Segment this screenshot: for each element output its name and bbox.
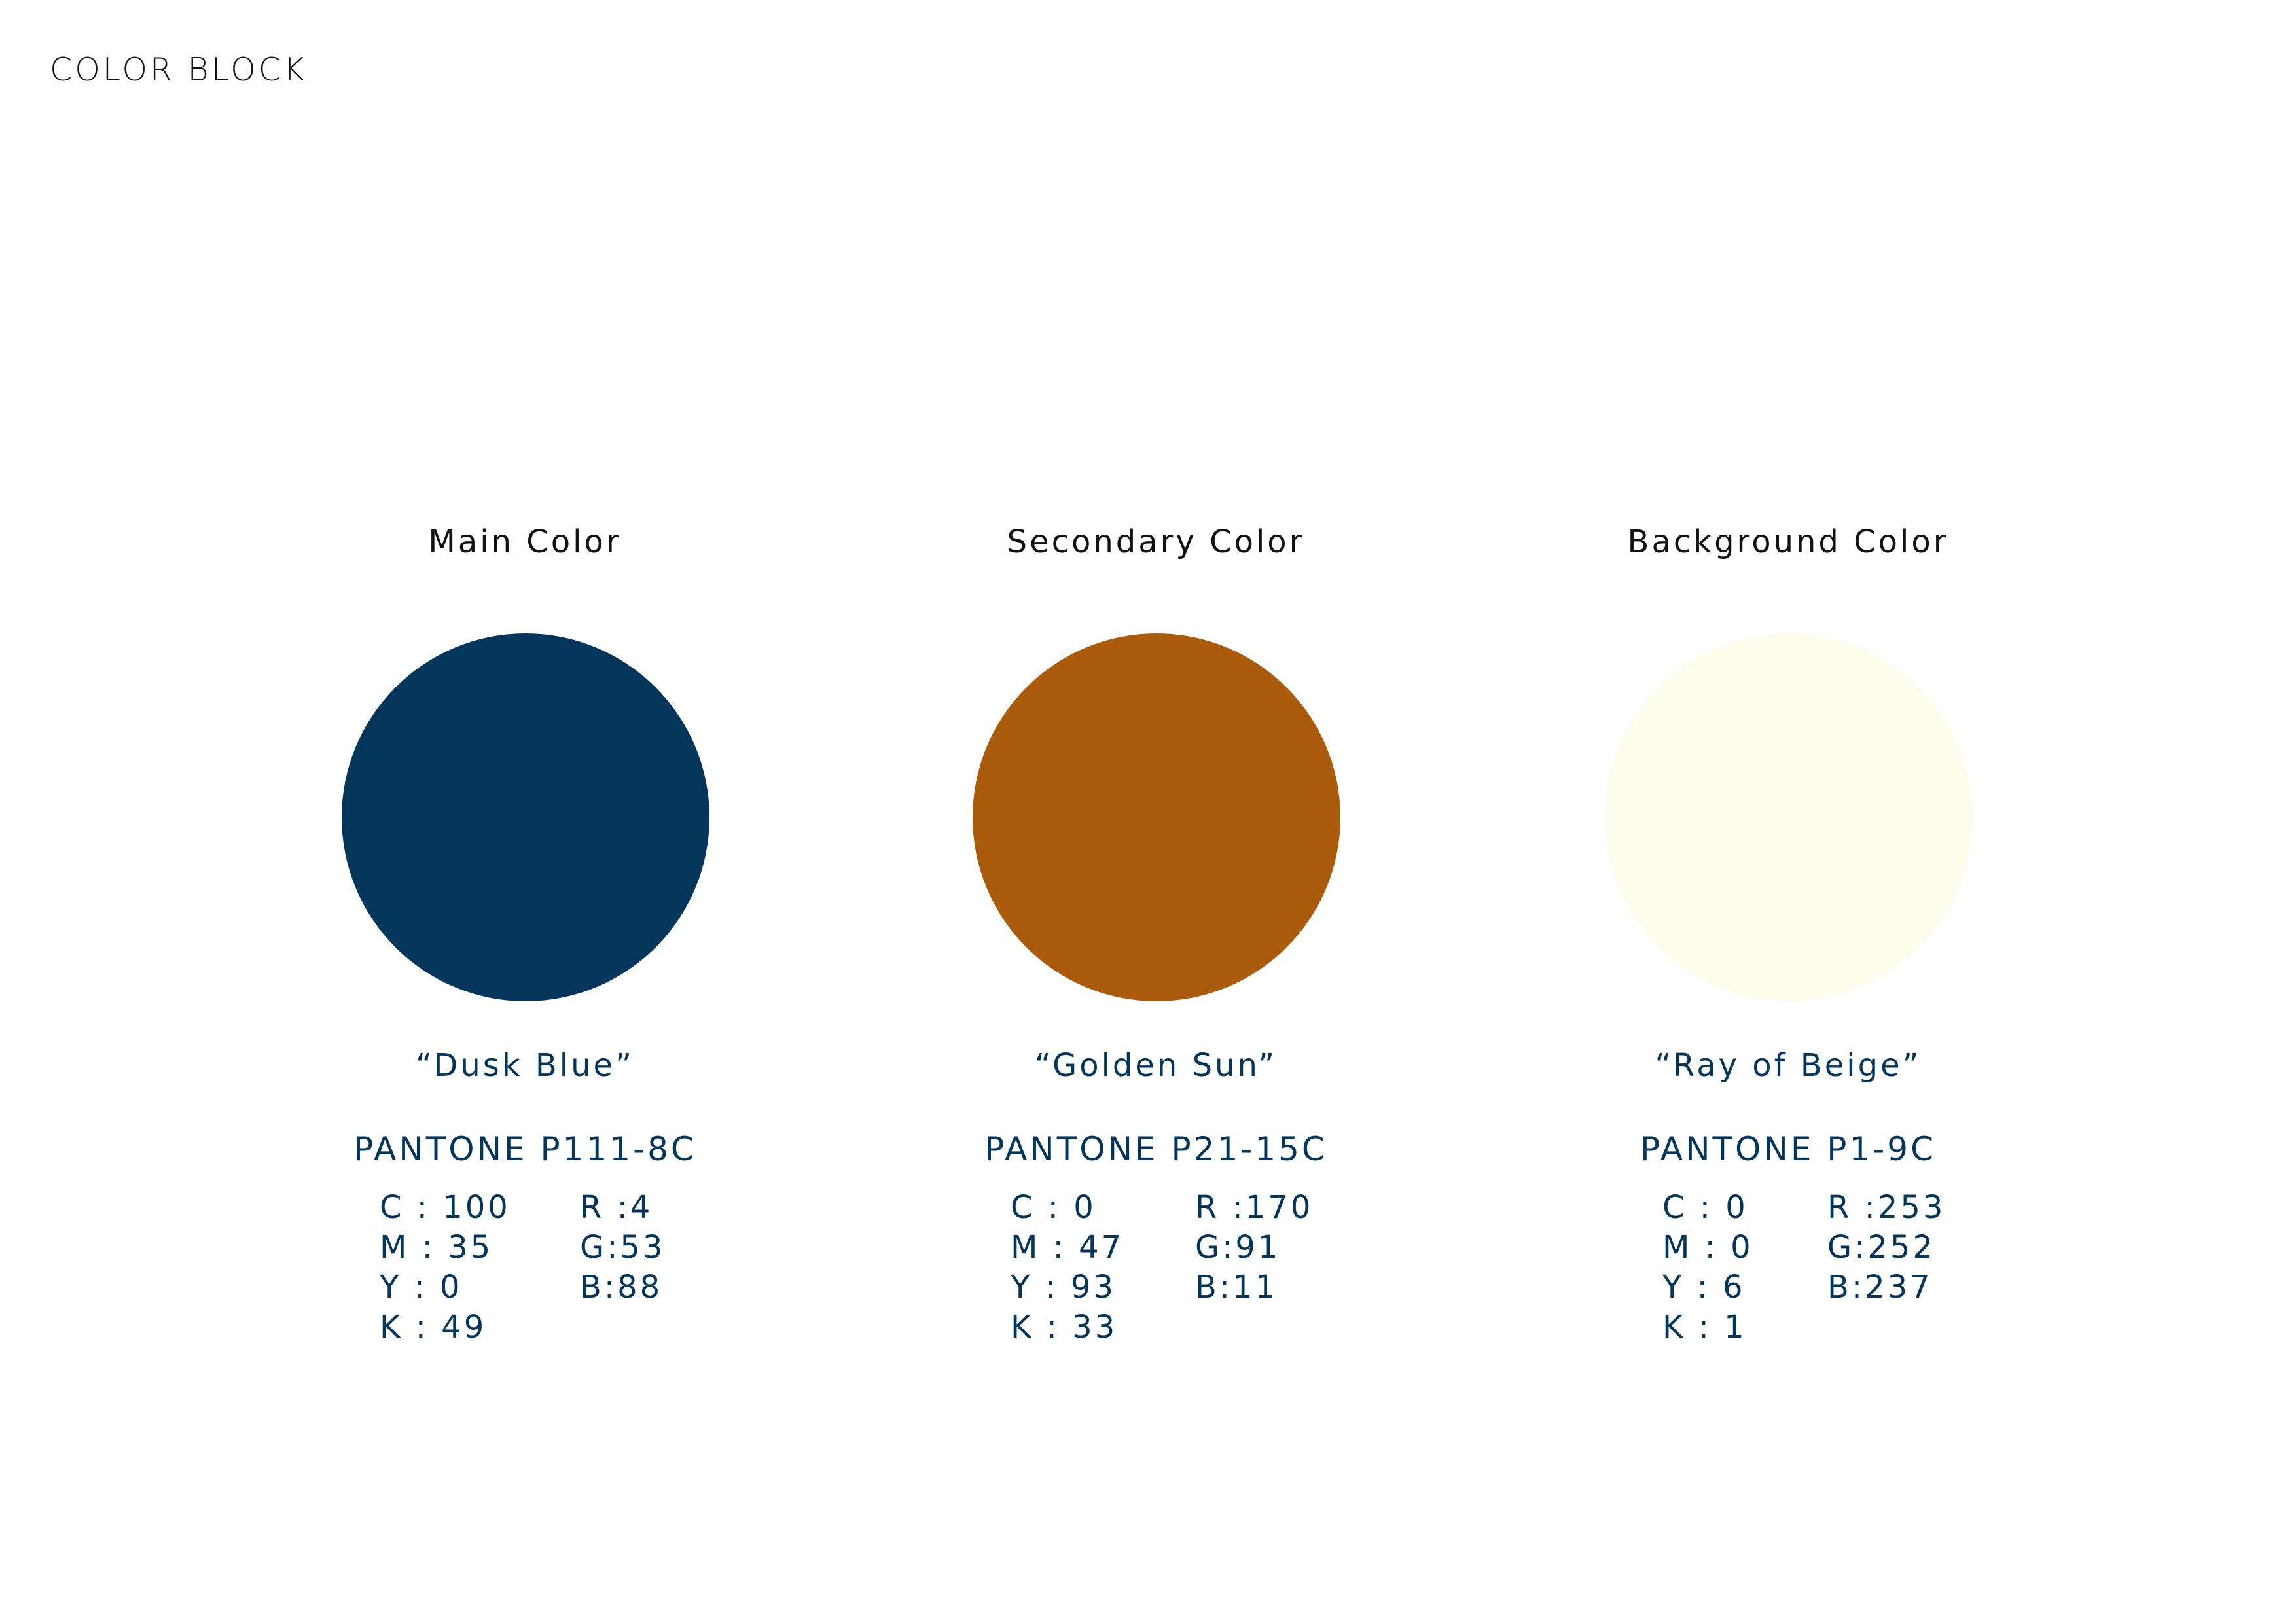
cmyk-m: M : 35 [380, 1229, 493, 1266]
color-circle [973, 633, 1340, 1001]
cmyk-c: C : 0 [1011, 1189, 1096, 1226]
swatch-heading: Secondary Color [1007, 524, 1305, 560]
cmyk-k: K : 33 [1011, 1309, 1118, 1346]
pantone-code: PANTONE P21-15C [984, 1130, 1327, 1168]
rgb-r: R :170 [1195, 1189, 1314, 1226]
cmyk-y: Y : 6 [1662, 1269, 1746, 1306]
cmyk-c: C : 0 [1662, 1189, 1748, 1226]
rgb-g: G:91 [1195, 1229, 1281, 1266]
cmyk-k: K : 1 [1662, 1309, 1747, 1346]
swatch-main: Main Color “Dusk Blue” PANTONE P111-8C C… [230, 0, 819, 1623]
cmyk-values: C : 100 M : 35 Y : 0 K : 49 [380, 1188, 511, 1347]
rgb-b: B:11 [1195, 1269, 1278, 1306]
color-name: “Dusk Blue” [416, 1047, 634, 1084]
swatch-heading: Background Color [1627, 524, 1949, 560]
cmyk-m: M : 47 [1011, 1229, 1124, 1266]
cmyk-m: M : 0 [1662, 1229, 1753, 1266]
cmyk-k: K : 49 [380, 1309, 487, 1346]
pantone-code: PANTONE P111-8C [353, 1130, 696, 1168]
color-name: “Ray of Beige” [1655, 1047, 1922, 1084]
cmyk-values: C : 0 M : 0 Y : 6 K : 1 [1662, 1188, 1753, 1347]
cmyk-values: C : 0 M : 47 Y : 93 K : 33 [1011, 1188, 1124, 1347]
rgb-r: R :4 [580, 1189, 653, 1226]
rgb-values: R :253 G:252 B:237 [1827, 1188, 1945, 1308]
swatch-background: Background Color “Ray of Beige” PANTONE … [1494, 0, 2083, 1623]
swatch-secondary: Secondary Color “Golden Sun” PANTONE P21… [861, 0, 1450, 1623]
color-name: “Golden Sun” [1034, 1047, 1278, 1084]
rgb-g: G:53 [580, 1229, 666, 1266]
rgb-values: R :4 G:53 B:88 [580, 1188, 665, 1308]
pantone-code: PANTONE P1-9C [1640, 1130, 1937, 1168]
swatch-heading: Main Color [428, 524, 622, 560]
color-circle [1605, 633, 1973, 1001]
rgb-r: R :253 [1827, 1189, 1946, 1226]
rgb-values: R :170 G:91 B:11 [1195, 1188, 1313, 1308]
cmyk-c: C : 100 [380, 1189, 511, 1226]
cmyk-y: Y : 0 [380, 1269, 463, 1306]
rgb-b: B:88 [580, 1269, 663, 1306]
page-title: COLOR BLOCK [50, 51, 308, 88]
color-circle [342, 633, 709, 1001]
rgb-b: B:237 [1827, 1269, 1933, 1306]
rgb-g: G:252 [1827, 1229, 1935, 1266]
cmyk-y: Y : 93 [1011, 1269, 1117, 1306]
